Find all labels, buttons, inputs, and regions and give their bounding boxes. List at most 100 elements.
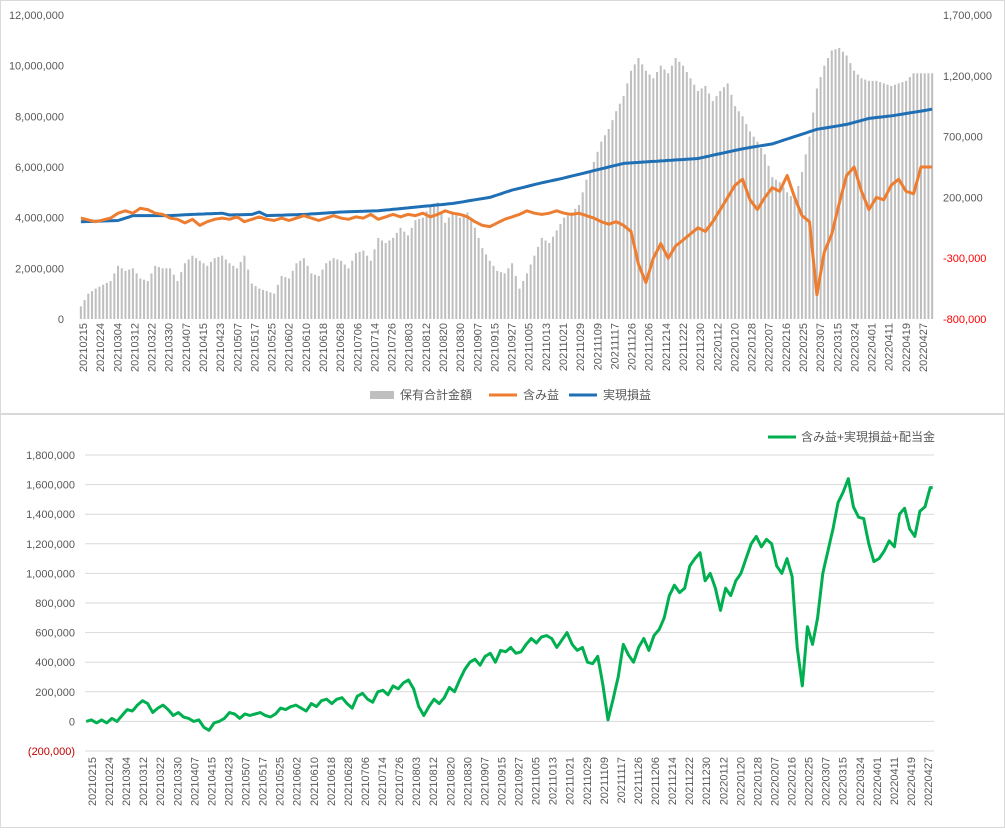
y-left-tick-label: 0 bbox=[58, 314, 64, 326]
bottom-chart: (200,000) 0 200,000 400,000 600,000 800,000 1,… bbox=[26, 429, 935, 806]
holding-total-bar bbox=[358, 251, 361, 319]
unrealized-gain-line bbox=[80, 165, 933, 297]
x-tick-label: 20220120 bbox=[729, 323, 741, 372]
holding-total-bar bbox=[273, 293, 276, 319]
holding-total-bar bbox=[630, 70, 633, 319]
holding-total-bar bbox=[124, 270, 127, 319]
holding-total-bar bbox=[447, 217, 450, 319]
holding-total-bar bbox=[525, 273, 528, 319]
holding-total-bar bbox=[213, 258, 216, 319]
holding-total-bar bbox=[823, 65, 826, 320]
holding-total-bar bbox=[901, 82, 904, 319]
holding-total-bar bbox=[418, 218, 421, 319]
holding-total-bar bbox=[581, 192, 584, 319]
x-tick-label: 20211206 bbox=[650, 757, 662, 805]
y-right-tick-label: 700,000 bbox=[943, 132, 983, 144]
holding-total-bar bbox=[700, 88, 703, 319]
holding-total-bar bbox=[239, 262, 242, 319]
holding-total-bar bbox=[243, 255, 246, 319]
x-tick-label: 20210706 bbox=[360, 757, 372, 806]
bottom-chart-panel: (200,000) 0 200,000 400,000 600,000 800,000 1,… bbox=[0, 414, 1005, 828]
holding-total-bar bbox=[109, 281, 112, 319]
holding-total-bar bbox=[232, 265, 235, 319]
x-tick-label: 20210525 bbox=[267, 323, 279, 372]
holding-total-bar bbox=[425, 211, 428, 319]
holding-total-bar bbox=[853, 70, 856, 319]
holding-total-bar bbox=[648, 74, 651, 320]
holding-total-bar bbox=[392, 237, 395, 319]
holding-total-bar bbox=[284, 277, 287, 319]
legend-swatch-holding-total bbox=[370, 391, 394, 399]
holding-total-bar bbox=[637, 58, 640, 320]
holding-total-bar bbox=[518, 288, 521, 319]
holding-total-bar bbox=[135, 273, 138, 319]
holding-total-bar bbox=[221, 255, 224, 319]
holding-total-bar bbox=[276, 284, 279, 319]
x-tick-label: 20211029 bbox=[575, 323, 587, 371]
x-tick-label: 20220401 bbox=[872, 757, 884, 806]
holding-total-bar bbox=[496, 270, 499, 319]
holding-total-bar bbox=[455, 215, 458, 319]
x-tick-label: 20211214 bbox=[661, 323, 673, 371]
holding-total-bar bbox=[161, 268, 164, 319]
holding-total-bar bbox=[462, 215, 465, 319]
holding-total-bar bbox=[663, 69, 666, 319]
y-right-tick-label: 200,000 bbox=[943, 192, 983, 204]
holding-total-bar bbox=[856, 74, 859, 320]
holding-total-bar bbox=[291, 270, 294, 319]
holding-total-bar bbox=[559, 224, 562, 319]
holding-total-bar bbox=[659, 65, 662, 320]
holding-total-bar bbox=[235, 268, 239, 319]
holding-total-bar bbox=[522, 281, 525, 319]
holding-total-bar bbox=[328, 260, 331, 319]
holding-total-bar bbox=[488, 260, 491, 319]
holding-total-bar bbox=[827, 58, 830, 320]
x-tick-label: 20220411 bbox=[889, 757, 901, 805]
holding-total-bar bbox=[566, 215, 569, 319]
holding-total-bar bbox=[544, 240, 547, 319]
holding-total-bar bbox=[574, 208, 577, 319]
holding-total-bar bbox=[384, 243, 387, 319]
holding-total-bar bbox=[105, 282, 108, 319]
holding-total-bar bbox=[403, 231, 406, 319]
x-tick-label: 20210726 bbox=[387, 323, 399, 372]
holding-total-bar bbox=[774, 179, 778, 319]
total-gain-line bbox=[85, 477, 933, 732]
holding-total-bar bbox=[801, 172, 804, 319]
x-tick-label: 20210907 bbox=[472, 323, 484, 372]
holding-total-bar bbox=[347, 268, 350, 319]
holding-total-bar bbox=[793, 199, 796, 319]
x-tick-label: 20210618 bbox=[326, 757, 338, 806]
holding-total-bar bbox=[752, 136, 755, 319]
holding-total-bar bbox=[492, 265, 495, 319]
holding-total-bar bbox=[288, 278, 291, 319]
legend-label-realized: 実現損益 bbox=[603, 387, 651, 402]
y-tick-label: 200,000 bbox=[35, 687, 75, 699]
holding-total-bar bbox=[656, 72, 659, 319]
x-tick-label: 20210525 bbox=[275, 757, 287, 806]
x-tick-label: 20210312 bbox=[129, 323, 141, 372]
holding-total-bar bbox=[708, 93, 711, 320]
x-tick-label: 20210726 bbox=[394, 757, 406, 806]
holding-total-bar bbox=[466, 212, 469, 319]
holding-total-bar bbox=[719, 91, 722, 319]
x-tick-label: 20220419 bbox=[906, 757, 918, 806]
y-left-tick-label: 6,000,000 bbox=[15, 162, 64, 174]
holding-total-bar bbox=[206, 265, 209, 319]
holding-total-bar bbox=[548, 243, 551, 319]
holding-total-bar bbox=[354, 253, 357, 319]
x-tick-label: 20210215 bbox=[87, 757, 99, 806]
holding-total-bar bbox=[804, 154, 807, 319]
holding-total-bar bbox=[432, 203, 436, 319]
holding-total-bar bbox=[551, 236, 554, 319]
y-tick-label: 1,000,000 bbox=[26, 568, 75, 580]
legend-label-unrealized: 含み益 bbox=[523, 387, 559, 402]
x-tick-label: 20211013 bbox=[541, 323, 553, 371]
x-tick-label: 20210706 bbox=[352, 323, 364, 372]
holding-total-bar bbox=[310, 273, 313, 319]
holding-total-bar bbox=[414, 220, 417, 319]
holding-total-bar bbox=[641, 64, 644, 320]
holding-total-bar bbox=[143, 279, 146, 319]
holding-total-bar bbox=[689, 78, 692, 319]
holding-total-bar bbox=[537, 246, 540, 319]
